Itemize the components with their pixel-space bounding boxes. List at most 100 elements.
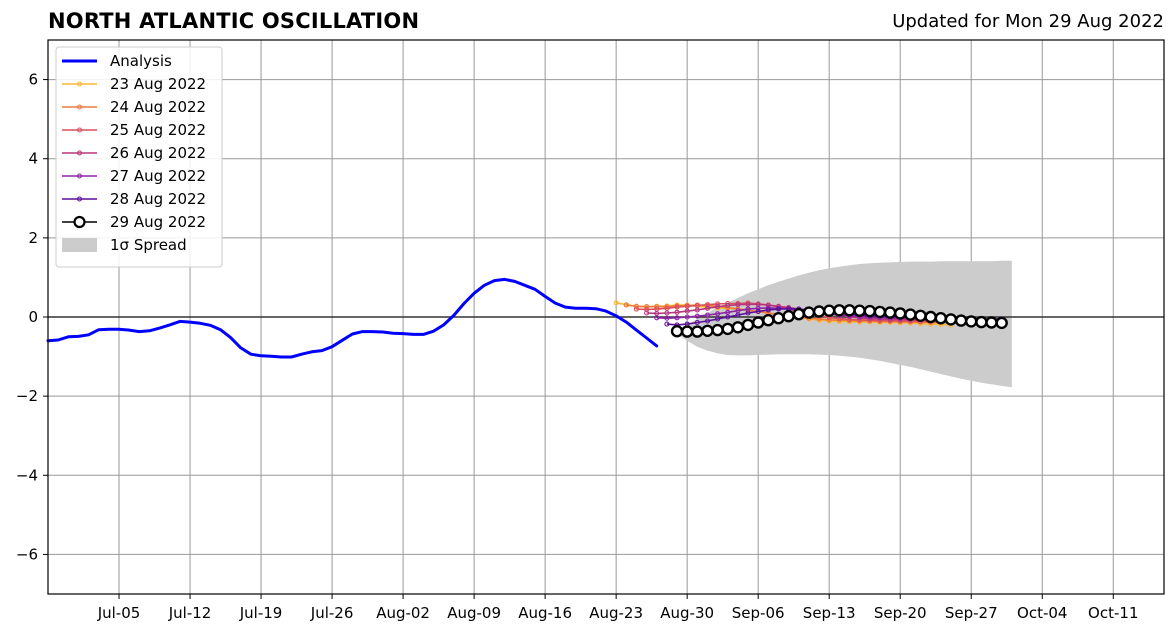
data-point [715, 311, 721, 317]
data-point [684, 314, 690, 320]
legend-marker [76, 173, 83, 179]
x-tick-label: Jul-12 [168, 604, 212, 622]
data-point [843, 304, 856, 317]
legend-marker [73, 215, 86, 229]
y-tick-label: −4 [16, 466, 38, 484]
data-point [782, 310, 795, 323]
legend-label: 27 Aug 2022 [110, 167, 206, 185]
x-tick-label: Jul-05 [97, 604, 141, 622]
data-point [954, 314, 968, 327]
data-point [654, 315, 660, 321]
data-point [775, 306, 782, 312]
data-point [704, 318, 711, 324]
data-point [745, 310, 751, 316]
y-tick-label: −2 [16, 387, 38, 405]
data-point [704, 305, 711, 311]
data-point [995, 316, 1008, 330]
legend: Analysis 23 Aug 2022 24 Aug 2022 25 Aug 202… [55, 46, 223, 268]
data-point [664, 305, 670, 311]
y-tick-label: 2 [28, 229, 38, 247]
data-point [694, 313, 700, 319]
data-point [772, 312, 785, 325]
data-point [985, 316, 998, 329]
legend-label: 26 Aug 2022 [110, 144, 206, 162]
data-point [725, 302, 731, 309]
data-point [762, 314, 775, 327]
plot-frame [47, 39, 1165, 595]
legend-item: 23 Aug 2022 [62, 75, 206, 93]
data-point [863, 304, 876, 318]
data-point [633, 306, 639, 312]
legend-marker [76, 150, 83, 156]
chart-title: NORTH ATLANTIC OSCILLATION [48, 9, 420, 33]
data-point [731, 321, 745, 334]
legend-label: 1σ Spread [110, 236, 187, 254]
data-point [765, 307, 771, 313]
data-point [873, 305, 887, 319]
x-tick-label: Sep-27 [945, 604, 998, 622]
x-tick-label: Jul-26 [310, 604, 354, 622]
legend-label: Analysis [110, 52, 172, 70]
y-tick-label: 0 [28, 308, 38, 326]
data-point [664, 321, 670, 327]
series-29-aug-2022 [670, 304, 1008, 338]
data-point [633, 303, 639, 309]
data-point [670, 325, 684, 338]
data-point [755, 305, 761, 311]
legend-item: 28 Aug 2022 [62, 190, 206, 208]
data-point [745, 301, 751, 307]
data-point [694, 307, 700, 313]
legend-label: 28 Aug 2022 [110, 190, 206, 208]
data-point [715, 316, 721, 322]
y-tick-label: 4 [28, 150, 38, 168]
series-group [46, 277, 1008, 359]
y-tick-label: 6 [28, 71, 38, 89]
data-point [792, 308, 805, 321]
data-point [613, 300, 619, 306]
data-point [721, 322, 734, 336]
data-point [802, 306, 816, 319]
data-point [914, 309, 927, 322]
legend-label: 25 Aug 2022 [110, 121, 206, 139]
legend-marker [76, 104, 83, 110]
x-tick-label: Aug-16 [518, 604, 572, 622]
legend-marker [76, 196, 83, 202]
data-point [691, 325, 704, 338]
series-line [46, 277, 659, 359]
data-point [924, 310, 937, 324]
legend-swatch [62, 238, 97, 252]
data-point [674, 315, 680, 321]
x-tick-label: Oct-04 [1017, 604, 1067, 622]
legend-label: 29 Aug 2022 [110, 213, 206, 231]
data-point [684, 303, 690, 309]
data-point [812, 305, 826, 318]
data-point [735, 302, 741, 308]
data-point [823, 304, 836, 317]
data-point [664, 315, 670, 321]
legend-item: 24 Aug 2022 [62, 98, 206, 116]
data-point [694, 319, 700, 326]
data-point [741, 318, 755, 332]
data-point [833, 304, 846, 317]
legend-item: 27 Aug 2022 [62, 167, 206, 185]
legend-item: 26 Aug 2022 [62, 144, 206, 162]
data-point [674, 304, 680, 310]
data-point [704, 312, 711, 318]
series-analysis [46, 277, 659, 359]
legend-label: 23 Aug 2022 [110, 75, 206, 93]
legend-box [55, 46, 223, 268]
data-point [883, 306, 897, 319]
data-point [894, 307, 907, 320]
data-point [752, 316, 765, 329]
spread-band [677, 260, 1012, 388]
x-tick-label: Aug-09 [447, 604, 501, 622]
x-tick-label: Aug-30 [660, 604, 714, 622]
update-date: Updated for Mon 29 Aug 2022 [892, 11, 1164, 32]
data-point [664, 310, 670, 316]
data-point [934, 312, 947, 325]
legend-item: 25 Aug 2022 [62, 121, 206, 139]
data-point [623, 302, 629, 308]
data-point [725, 314, 731, 320]
data-point [711, 323, 724, 337]
